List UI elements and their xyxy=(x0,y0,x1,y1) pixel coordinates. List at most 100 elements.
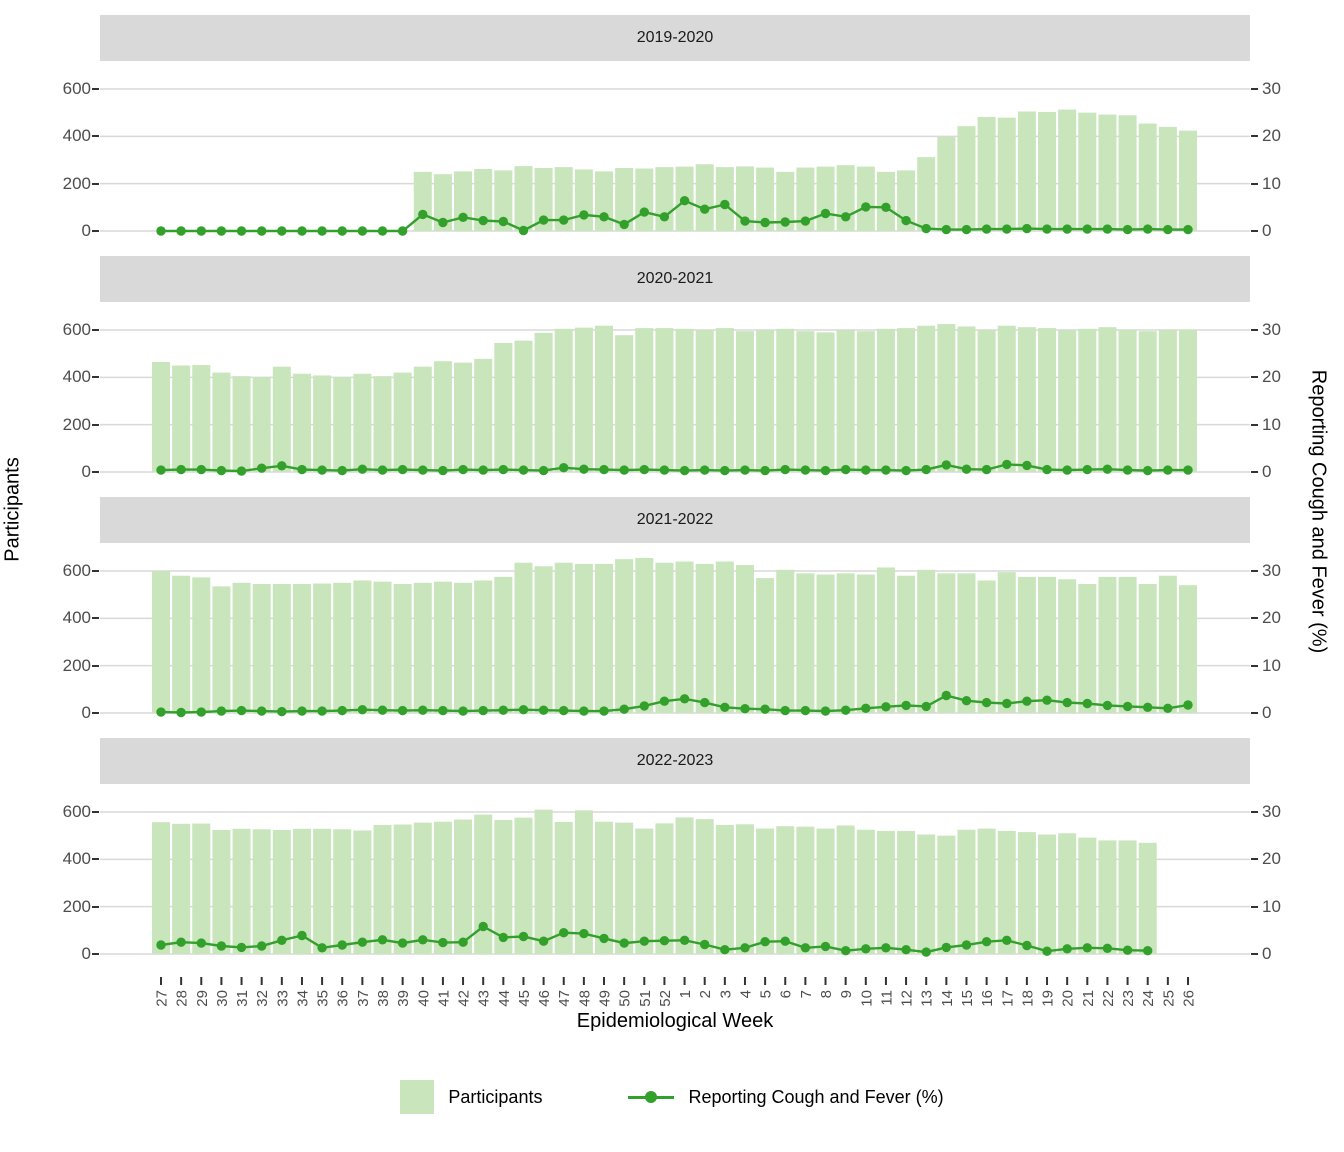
participants-bar xyxy=(876,567,895,713)
pct-point xyxy=(216,706,227,716)
y-tick-label-left: 0 xyxy=(81,944,91,963)
pct-point xyxy=(800,943,811,953)
participants-bar xyxy=(816,332,835,472)
participants-bar xyxy=(897,830,916,954)
pct-point xyxy=(1163,224,1173,235)
pct-point xyxy=(216,941,227,951)
x-tick-label: 21 xyxy=(1080,990,1097,1007)
y-tick-label-right: 0 xyxy=(1262,944,1272,963)
x-tick-label: 4 xyxy=(737,990,754,998)
x-tick-label: 6 xyxy=(778,990,795,998)
participants-bar xyxy=(212,586,231,713)
pct-point xyxy=(921,223,931,234)
y-tick-label-right: 30 xyxy=(1262,802,1281,821)
pct-point xyxy=(418,465,428,475)
pct-point xyxy=(679,465,690,476)
participants-bar xyxy=(675,328,694,472)
y-tick-mark-left xyxy=(92,811,99,813)
y-tick-mark-right xyxy=(1251,135,1258,138)
x-axis-title: Epidemiological Week xyxy=(576,1010,774,1032)
pct-point xyxy=(498,216,508,227)
participants-bar xyxy=(554,167,573,231)
participants-bar xyxy=(856,829,875,954)
y-tick-label-right: 30 xyxy=(1262,320,1281,339)
pct-point xyxy=(901,465,911,476)
facet-strip-2020-2021: 2020-2021 xyxy=(100,256,1250,302)
participants-bar xyxy=(635,828,654,954)
pct-point xyxy=(317,706,327,716)
facet-strip-label: 2022-2023 xyxy=(636,752,714,769)
x-tick-label: 43 xyxy=(476,990,493,1007)
y-tick-label-right: 0 xyxy=(1262,221,1272,240)
y-axis-title-left: Participants xyxy=(1,457,24,562)
y-tick-label-right: 20 xyxy=(1262,849,1281,869)
participants-bar xyxy=(313,375,332,472)
participants-bar xyxy=(937,573,956,713)
pct-point xyxy=(559,705,569,716)
y-tick-mark-left xyxy=(92,329,99,331)
pct-point xyxy=(458,706,468,716)
pct-point xyxy=(1163,703,1173,713)
y-tick-label-left: 0 xyxy=(81,462,91,481)
y-tick-mark-left xyxy=(92,570,99,572)
pct-point xyxy=(579,928,589,939)
pct-point xyxy=(841,464,851,475)
participants-bar xyxy=(957,326,976,472)
x-tick-label: 23 xyxy=(1120,990,1137,1007)
pct-point xyxy=(1082,464,1092,475)
pct-point xyxy=(659,212,670,222)
participants-bar xyxy=(1078,584,1097,713)
participants-bar xyxy=(897,170,916,231)
legend-line-marker xyxy=(628,1090,675,1104)
pct-point xyxy=(418,705,428,715)
pct-point xyxy=(1022,460,1032,471)
pct-point xyxy=(981,224,992,234)
participants-bar xyxy=(1078,112,1097,231)
pct-point xyxy=(397,705,408,716)
pct-point xyxy=(337,226,347,236)
participants-bar xyxy=(1017,327,1036,472)
participants-bar xyxy=(393,584,412,713)
x-tick-label: 14 xyxy=(939,990,956,1007)
pct-point xyxy=(559,928,569,938)
pct-point xyxy=(800,705,811,716)
participants-bar xyxy=(1118,330,1137,472)
pct-point xyxy=(1122,945,1133,955)
pct-point xyxy=(901,215,911,226)
pct-point xyxy=(639,207,649,217)
y-tick-mark-left xyxy=(92,712,99,714)
participants-bar xyxy=(715,561,734,713)
participants-bar xyxy=(655,823,674,954)
pct-point xyxy=(196,226,206,236)
pct-point xyxy=(881,943,891,953)
x-tick-label: 7 xyxy=(798,990,815,998)
participants-bar xyxy=(796,573,815,713)
participants-bar xyxy=(997,325,1016,472)
y-tick-mark-right xyxy=(1251,182,1258,185)
facet-panel-2021-2022 xyxy=(100,557,1250,718)
participants-bar xyxy=(715,825,734,954)
pct-point xyxy=(961,224,972,235)
facet-strip-label: 2019-2020 xyxy=(636,29,714,46)
pct-point xyxy=(357,937,368,947)
participants-bar xyxy=(272,366,291,472)
pct-point xyxy=(277,935,287,945)
y-tick-label-left: 600 xyxy=(62,320,91,339)
y-tick-label-right: 30 xyxy=(1262,561,1281,580)
x-tick-label: 38 xyxy=(375,990,392,1007)
participants-bar xyxy=(373,825,392,954)
y-tick-label-left: 200 xyxy=(62,655,91,675)
pct-point xyxy=(337,465,347,476)
participants-bar xyxy=(1158,330,1177,472)
x-tick-label: 17 xyxy=(999,990,1016,1007)
participants-bar xyxy=(252,829,271,954)
pct-point xyxy=(317,943,327,953)
y-tick-label-left: 400 xyxy=(62,849,91,869)
pct-point xyxy=(538,936,549,946)
y-tick-mark-right xyxy=(1251,376,1258,379)
participants-bar xyxy=(796,826,815,954)
x-tick-label: 10 xyxy=(858,990,875,1007)
pct-point xyxy=(619,219,629,230)
y-tick-mark-right xyxy=(1251,664,1258,667)
pct-point xyxy=(720,465,730,476)
